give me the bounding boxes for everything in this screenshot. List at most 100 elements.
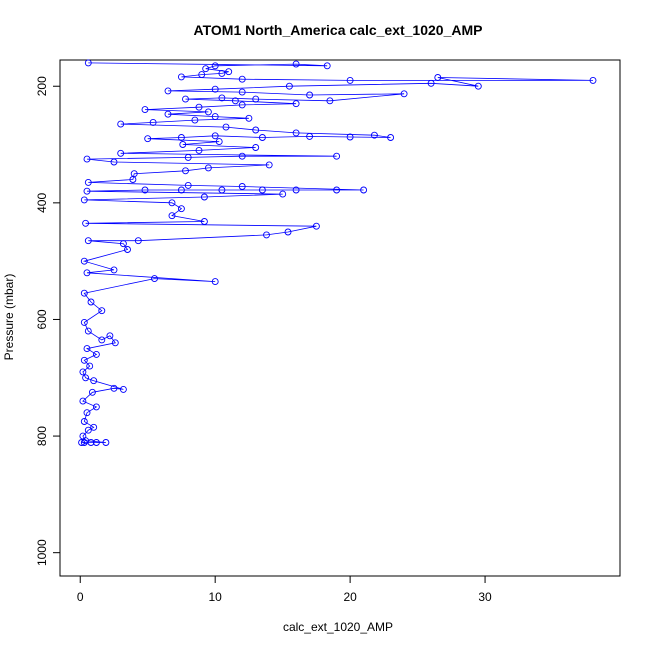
- data-point: [279, 190, 287, 198]
- data-point: [427, 79, 435, 87]
- series-line: [81, 62, 594, 443]
- data-point: [360, 186, 368, 194]
- data-point: [84, 237, 92, 245]
- data-point: [292, 129, 300, 137]
- data-point: [119, 385, 127, 393]
- data-point: [211, 278, 219, 286]
- data-point: [252, 126, 260, 134]
- data-point: [184, 153, 192, 161]
- data-point: [182, 167, 189, 175]
- data-point: [184, 181, 192, 189]
- data-point: [83, 409, 91, 417]
- data-point: [110, 266, 118, 274]
- data-point: [102, 439, 110, 446]
- data-point: [179, 141, 187, 148]
- data-point: [222, 123, 230, 131]
- data-point: [90, 377, 98, 385]
- data-point: [285, 82, 293, 90]
- data-point: [84, 59, 92, 67]
- y-axis: 200 400 600 800 1000: [35, 76, 60, 566]
- data-point: [182, 95, 189, 103]
- data-point: [87, 298, 95, 306]
- data-point: [238, 88, 246, 96]
- data-point: [265, 161, 273, 169]
- y-tick-label: 600: [35, 309, 49, 329]
- data-point: [333, 186, 341, 194]
- series-layer: [78, 59, 597, 446]
- data-point: [141, 106, 149, 114]
- y-tick-label: 200: [35, 76, 49, 96]
- data-point: [83, 269, 91, 277]
- data-point: [79, 368, 87, 376]
- data-point: [92, 403, 100, 411]
- data-point: [245, 114, 253, 122]
- y-tick-label: 1000: [35, 539, 49, 566]
- data-point: [474, 82, 482, 90]
- data-point: [130, 170, 138, 178]
- data-point: [151, 275, 158, 283]
- data-point: [111, 339, 119, 347]
- data-point: [84, 178, 92, 186]
- data-point: [306, 132, 314, 140]
- data-point: [119, 240, 127, 248]
- y-axis-label: Pressure (mbar): [2, 274, 16, 361]
- data-point: [218, 186, 226, 194]
- data-point: [231, 97, 239, 105]
- data-point: [177, 73, 185, 81]
- data-point: [80, 356, 88, 364]
- data-point: [83, 345, 91, 353]
- data-point: [110, 384, 118, 392]
- data-point: [164, 87, 172, 95]
- data-point: [82, 219, 90, 227]
- data-point: [434, 74, 442, 81]
- data-point: [84, 327, 92, 335]
- data-point: [117, 120, 125, 128]
- data-point: [149, 118, 157, 126]
- chart-title: ATOM1 North_America calc_ext_1020_AMP: [194, 22, 483, 38]
- data-point: [211, 132, 219, 140]
- data-point: [346, 133, 354, 141]
- data-point: [333, 152, 341, 160]
- data-point: [168, 212, 176, 220]
- data-point: [258, 134, 266, 141]
- data-point: [225, 68, 233, 76]
- data-point: [200, 218, 208, 225]
- data-point: [211, 113, 219, 121]
- data-point: [98, 336, 106, 344]
- data-point: [215, 138, 223, 146]
- data-point: [92, 439, 100, 446]
- x-tick-label: 30: [478, 590, 492, 604]
- y-tick-label: 400: [35, 193, 49, 213]
- data-point: [177, 134, 185, 141]
- data-point: [370, 131, 378, 139]
- data-point: [238, 183, 246, 190]
- data-point: [84, 426, 92, 434]
- data-point: [238, 101, 246, 109]
- data-point: [92, 350, 100, 358]
- data-point: [80, 439, 88, 446]
- data-point: [252, 95, 260, 103]
- data-point: [292, 100, 300, 108]
- data-point: [218, 69, 226, 77]
- data-point: [346, 76, 354, 84]
- data-point: [211, 62, 219, 70]
- x-tick-label: 0: [77, 590, 84, 604]
- data-point: [134, 237, 142, 245]
- data-point: [198, 71, 206, 79]
- data-point: [83, 187, 91, 195]
- data-point: [252, 144, 260, 151]
- plot-frame: [59, 59, 621, 577]
- data-point: [218, 94, 226, 102]
- x-axis-label: calc_ext_1020_AMP: [283, 620, 393, 634]
- data-point: [326, 97, 334, 105]
- data-point: [144, 135, 152, 143]
- data-point: [177, 186, 185, 194]
- data-point: [238, 152, 246, 160]
- data-point: [79, 397, 87, 405]
- data-point: [195, 146, 203, 154]
- data-point: [83, 155, 91, 163]
- data-point: [589, 76, 597, 84]
- data-point: [191, 116, 199, 124]
- data-point: [258, 186, 266, 194]
- data-point: [98, 307, 106, 315]
